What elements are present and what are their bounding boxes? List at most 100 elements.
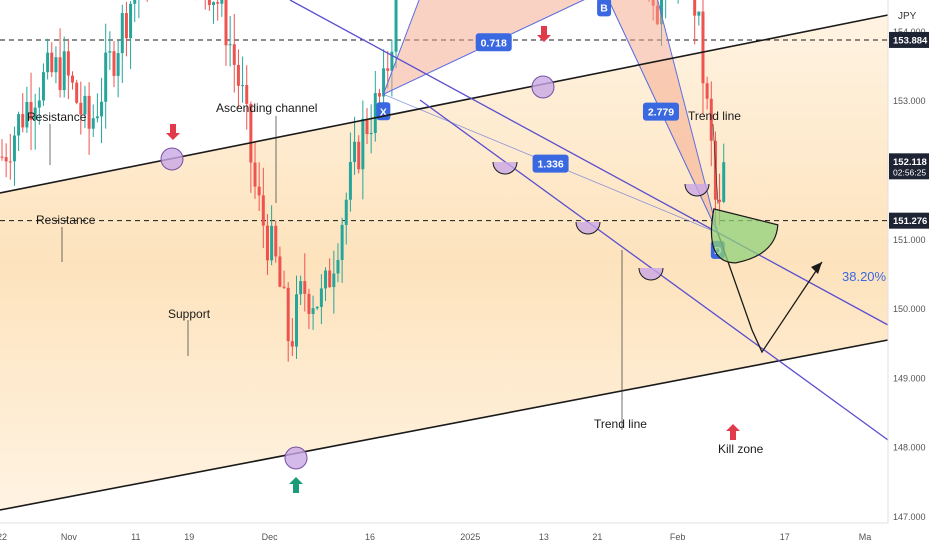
candle-body bbox=[232, 44, 236, 65]
channel-upper-line bbox=[0, 14, 889, 194]
candle-body bbox=[120, 13, 124, 54]
price-axis-panel bbox=[888, 0, 932, 550]
candle-body bbox=[303, 281, 307, 294]
projection-path bbox=[717, 232, 823, 354]
pivot-arc bbox=[492, 161, 518, 175]
candle-body bbox=[124, 13, 128, 39]
candle-body bbox=[705, 83, 709, 99]
candle-body bbox=[693, 0, 697, 16]
currency-label[interactable]: JPY bbox=[898, 11, 917, 22]
channel-and-trend-lines bbox=[0, 0, 889, 511]
candle-body bbox=[394, 0, 398, 52]
time-tick: 13 bbox=[539, 532, 549, 542]
ascending-channel-label: Ascending channel bbox=[216, 101, 317, 115]
price-tick: 147.000 bbox=[893, 512, 926, 522]
candle-body bbox=[207, 0, 211, 6]
candle-body bbox=[253, 162, 257, 187]
candle-body bbox=[373, 93, 377, 133]
candle-body bbox=[8, 161, 12, 163]
candle-body bbox=[328, 270, 332, 288]
ratio-badge-box bbox=[475, 33, 512, 52]
candle-body bbox=[361, 118, 365, 170]
candle-body bbox=[220, 0, 224, 4]
price-level-tag bbox=[889, 212, 929, 229]
candle-body bbox=[299, 281, 303, 295]
candle-body bbox=[336, 259, 340, 274]
ratio-badge-text: 0.718 bbox=[481, 37, 507, 49]
point-badge-b: B bbox=[597, 0, 612, 17]
candle-body bbox=[41, 72, 45, 101]
candle-body bbox=[357, 141, 361, 170]
candle-body bbox=[274, 225, 278, 257]
pivot-arc bbox=[684, 183, 710, 197]
ascending-channel-fill bbox=[0, 15, 888, 510]
countdown-text: 02:56:25 bbox=[893, 167, 926, 177]
candle-body bbox=[249, 103, 253, 163]
point-badge-box bbox=[597, 0, 612, 17]
point-badge-text: X bbox=[380, 106, 387, 118]
time-axis-panel bbox=[0, 523, 932, 550]
channel-lower-line bbox=[0, 339, 889, 511]
candle-body bbox=[25, 101, 29, 128]
candle-body bbox=[709, 98, 713, 141]
ratio-badge-box bbox=[532, 154, 569, 173]
candle-body bbox=[95, 116, 99, 119]
candle-body bbox=[390, 51, 394, 71]
candle-body bbox=[722, 162, 726, 202]
candle-body bbox=[58, 57, 62, 91]
candle-body bbox=[257, 186, 261, 196]
candle-body bbox=[282, 286, 286, 288]
candles bbox=[0, 0, 726, 362]
candle-body bbox=[348, 162, 352, 200]
ratio-badge-text: 1.336 bbox=[537, 159, 563, 171]
down-arrow-icon bbox=[537, 26, 551, 42]
candle-body bbox=[71, 75, 75, 83]
candle-body bbox=[62, 51, 66, 91]
pivot-arc bbox=[638, 267, 664, 281]
price-tick: 153.000 bbox=[893, 96, 926, 106]
candle-body bbox=[382, 68, 386, 97]
time-tick: 16 bbox=[365, 532, 375, 542]
candle-body bbox=[311, 308, 315, 314]
candle-body bbox=[324, 270, 328, 289]
candle-body bbox=[701, 11, 705, 84]
candle-body bbox=[294, 294, 298, 347]
candle-body bbox=[104, 52, 108, 102]
kill-zone-label: Kill zone bbox=[718, 442, 764, 456]
candle-body bbox=[344, 199, 348, 225]
candle-body bbox=[83, 95, 87, 115]
candle-body bbox=[33, 107, 37, 120]
current-price-tag bbox=[889, 153, 929, 180]
candle-body bbox=[365, 118, 369, 135]
projection-arrowhead bbox=[811, 262, 822, 274]
candle-body bbox=[66, 51, 70, 76]
time-tick: 22 bbox=[0, 532, 7, 542]
candle-body bbox=[236, 64, 240, 86]
candle-body bbox=[21, 114, 25, 128]
candle-body bbox=[91, 118, 95, 129]
candle-body bbox=[718, 199, 722, 202]
candle-body bbox=[278, 256, 282, 287]
candle-body bbox=[265, 225, 269, 261]
price-tick: 149.000 bbox=[893, 373, 926, 383]
candle-body bbox=[79, 102, 83, 115]
price-level-tag-text: 153.884 bbox=[893, 35, 928, 46]
ratio-badge: 0.718 bbox=[475, 33, 512, 52]
candle-body bbox=[50, 52, 54, 73]
candle-body bbox=[261, 195, 265, 226]
ratio-badge-box bbox=[642, 102, 679, 121]
price-tick: 150.000 bbox=[893, 304, 926, 314]
candle-body bbox=[315, 306, 319, 309]
candle-body bbox=[319, 288, 323, 307]
candle-body bbox=[29, 101, 33, 120]
trend-line-label-1: Trend line bbox=[688, 109, 741, 123]
time-tick: 17 bbox=[780, 532, 790, 542]
time-tick: Dec bbox=[262, 532, 279, 542]
time-tick: 19 bbox=[184, 532, 194, 542]
price-level-tag-text: 151.276 bbox=[893, 216, 927, 227]
candle-body bbox=[12, 135, 16, 162]
candle-body bbox=[332, 273, 336, 288]
candle-body bbox=[241, 85, 245, 87]
